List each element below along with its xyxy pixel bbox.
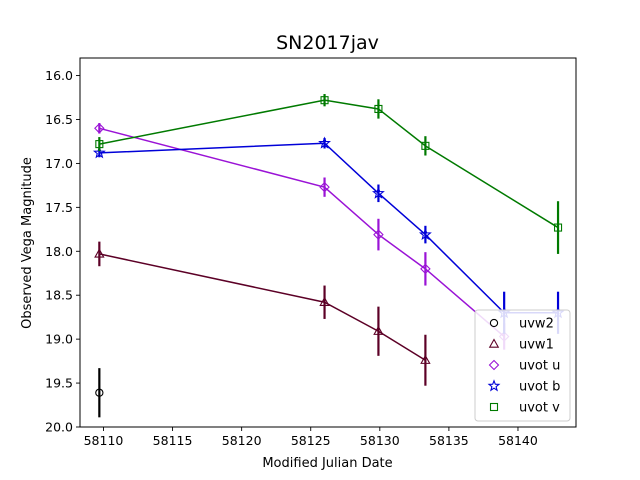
data-point <box>420 263 431 275</box>
data-point <box>373 229 384 240</box>
data-point <box>420 354 431 364</box>
legend: uvw2 uvw1 uvot u uvot b uvot v <box>474 309 571 422</box>
x-tick-label: 58110 <box>84 433 124 448</box>
y-tick-label: 19.5 <box>45 376 73 391</box>
legend-marker <box>488 359 500 371</box>
legend-marker <box>488 338 500 348</box>
x-tick-label: 58125 <box>291 433 331 448</box>
x-axis-label: Modified Julian Date <box>262 456 392 471</box>
series-uvot-u <box>94 123 510 350</box>
data-point <box>373 325 384 335</box>
y-tick-label: 17.0 <box>45 156 73 171</box>
series-line <box>99 253 426 361</box>
y-tick-label: 18.5 <box>45 288 73 303</box>
data-point <box>94 248 105 258</box>
data-point <box>371 186 385 199</box>
chart-title: SN2017jav <box>276 32 379 54</box>
x-tick-label: 58140 <box>498 433 538 448</box>
series-uvw2 <box>95 368 104 418</box>
data-point <box>95 388 104 397</box>
legend-label: uvw2 <box>519 317 554 332</box>
data-point <box>95 140 104 149</box>
legend-marker <box>489 318 499 328</box>
legend-marker <box>487 379 501 392</box>
series-uvw1 <box>94 241 431 386</box>
data-point <box>319 296 330 306</box>
y-tick-label: 18.0 <box>45 244 73 259</box>
x-tick-label: 58130 <box>360 433 400 448</box>
data-point <box>421 141 430 150</box>
legend-label: uvot v <box>519 401 560 416</box>
x-axis: 58110 58115 58120 58125 58130 58135 58140 <box>84 427 538 448</box>
x-tick-label: 58135 <box>429 433 469 448</box>
data-point <box>418 227 432 241</box>
legend-label: uvw1 <box>519 338 554 353</box>
x-tick-label: 58120 <box>222 433 262 448</box>
series-line <box>99 99 559 229</box>
data-point <box>320 96 329 105</box>
plot-frame <box>79 57 577 428</box>
legend-box <box>474 309 571 422</box>
data-point <box>553 223 563 232</box>
legend-label: uvot b <box>519 380 560 395</box>
data-point <box>92 146 106 159</box>
y-tick-label: 16.0 <box>45 68 73 83</box>
series-line <box>99 127 505 338</box>
data-point <box>318 136 331 149</box>
series-uvot-v <box>95 94 563 254</box>
legend-label: uvot u <box>519 359 560 374</box>
y-tick-label: 20.0 <box>45 420 73 435</box>
data-point <box>94 123 105 134</box>
y-tick-label: 17.5 <box>45 200 73 215</box>
y-tick-label: 19.0 <box>45 332 73 347</box>
series-line <box>99 142 559 314</box>
data-point <box>319 181 330 193</box>
y-axis: 16.0 16.5 17.0 17.5 18.0 18.5 19.0 19.5 20.0 <box>45 68 80 435</box>
x-tick-label: 58115 <box>153 433 193 448</box>
data-point <box>374 104 383 114</box>
legend-marker <box>489 402 499 412</box>
y-axis-label: Observed Vega Magnitude <box>20 157 35 329</box>
y-tick-label: 16.5 <box>45 112 73 127</box>
